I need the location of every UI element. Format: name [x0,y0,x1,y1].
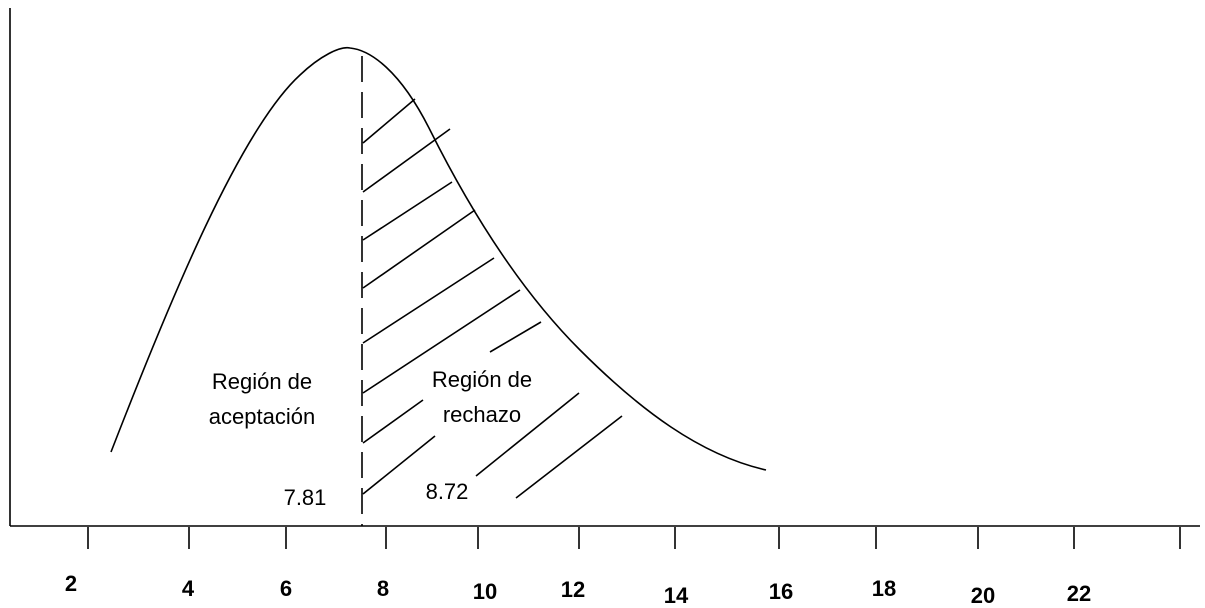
critical-value-label: 7.81 [284,485,327,510]
tick-label-12: 12 [561,577,585,602]
tick-label-18: 18 [872,576,896,601]
tick-label-16: 16 [769,579,793,604]
tick-label-20: 20 [971,583,995,608]
rejection-region-label-line2: rechazo [443,402,521,427]
acceptance-region-label-line2: aceptación [209,404,315,429]
rejection-region-label: Región de [432,367,532,392]
acceptance-region-label: Región de [212,369,312,394]
tick-label-14: 14 [664,583,689,608]
tick-label-10: 10 [473,579,497,604]
x-axis-ticks [87,527,1181,549]
tick-label-6: 6 [280,576,292,601]
tick-label-4: 4 [182,576,195,601]
tick-label-8: 8 [377,576,389,601]
tick-label-22: 22 [1067,581,1091,606]
statistic-value-label: 8.72 [426,479,469,504]
rejection-hatching [362,98,623,499]
distribution-curve [110,47,767,471]
tick-label-2: 2 [65,571,77,596]
